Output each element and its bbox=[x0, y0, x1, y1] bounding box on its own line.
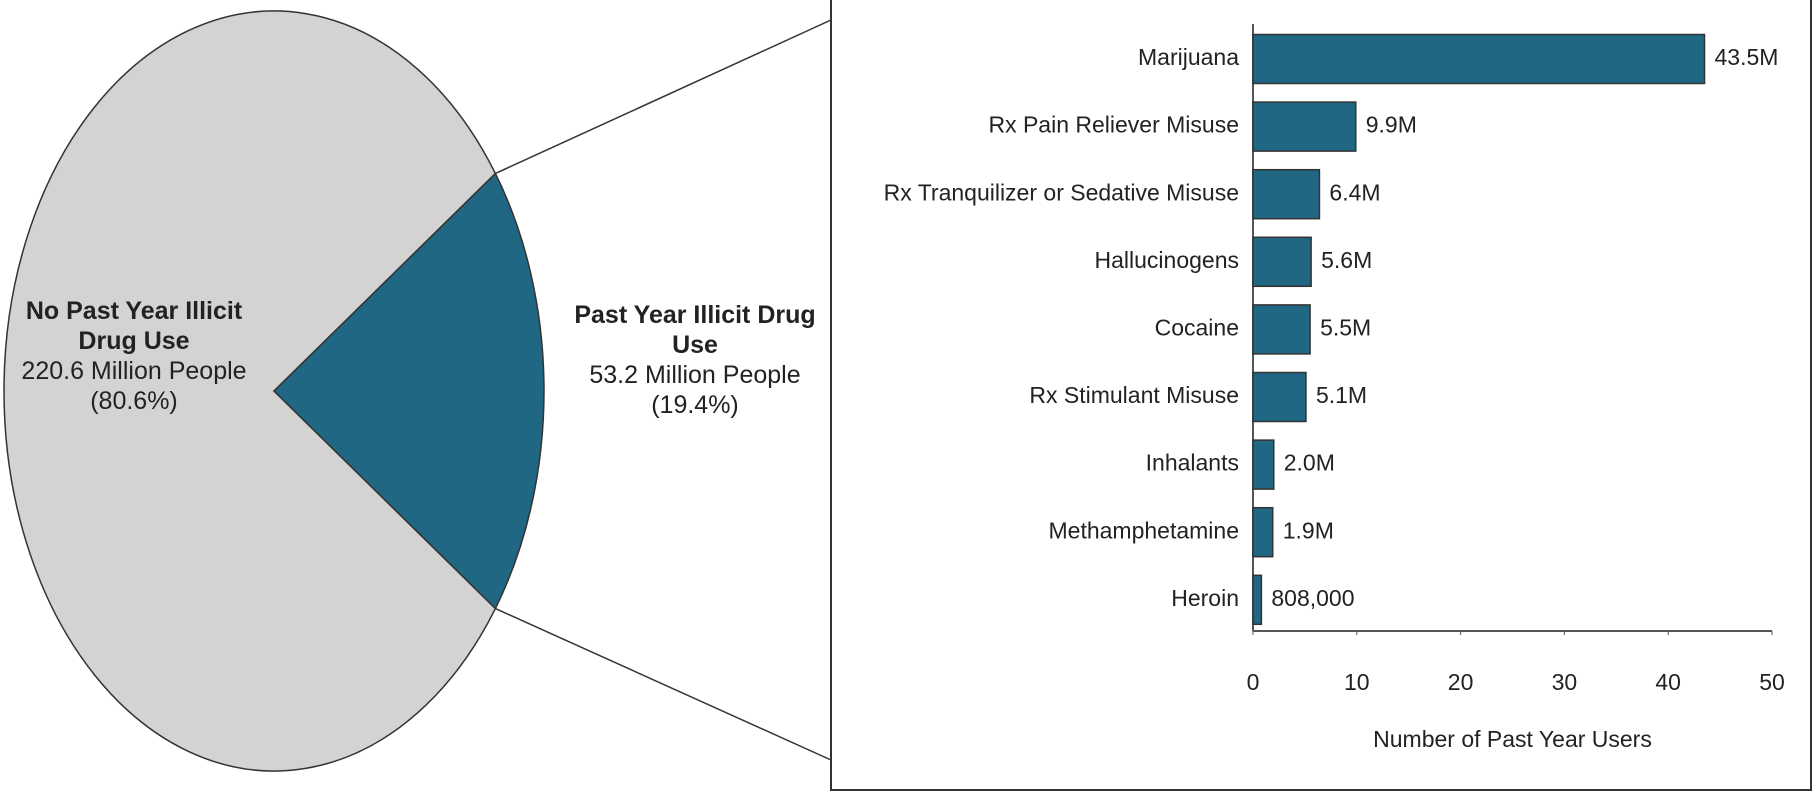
slice-percent: (19.4%) bbox=[651, 391, 739, 419]
y-tick-label: Hallucinogens bbox=[1095, 247, 1239, 273]
bar bbox=[1252, 101, 1357, 152]
zoom-box bbox=[830, 0, 1812, 791]
y-tick-label: Rx Tranquilizer or Sedative Misuse bbox=[884, 179, 1239, 205]
y-tick-label: Heroin bbox=[1171, 585, 1239, 611]
value-label: 9.9M bbox=[1366, 112, 1417, 138]
value-label: 808,000 bbox=[1271, 585, 1354, 611]
connector bbox=[495, 19, 832, 175]
slice-name: Past Year Illicit Drug Use bbox=[574, 301, 816, 359]
connector bbox=[495, 607, 832, 761]
slice-percent: (80.6%) bbox=[90, 387, 178, 415]
y-tick-label: Rx Stimulant Misuse bbox=[1029, 382, 1239, 408]
x-tick-label: 50 bbox=[1759, 669, 1785, 695]
x-tick-label: 40 bbox=[1655, 669, 1681, 695]
y-tick-label: Marijuana bbox=[1138, 44, 1239, 70]
bar bbox=[1252, 304, 1311, 355]
x-tick-label: 0 bbox=[1247, 669, 1260, 695]
slice-people: 220.6 Million People bbox=[21, 357, 247, 385]
bar bbox=[1252, 371, 1307, 423]
value-label: 6.4M bbox=[1329, 179, 1380, 205]
y-tick-label: Inhalants bbox=[1146, 450, 1239, 476]
x-tick-label: 20 bbox=[1448, 669, 1474, 695]
value-label: 5.6M bbox=[1321, 247, 1372, 273]
slice-name: No Past Year Illicit Drug Use bbox=[25, 297, 243, 355]
x-axis-title: Number of Past Year Users bbox=[1373, 726, 1652, 752]
value-label: 43.5M bbox=[1715, 44, 1779, 70]
x-tick-label: 10 bbox=[1344, 669, 1370, 695]
y-tick-label: Rx Pain Reliever Misuse bbox=[988, 112, 1239, 138]
y-tick-label: Methamphetamine bbox=[1049, 517, 1240, 543]
value-label: 5.5M bbox=[1320, 314, 1371, 340]
value-label: 2.0M bbox=[1284, 450, 1335, 476]
bar bbox=[1252, 33, 1706, 85]
x-tick-label: 30 bbox=[1552, 669, 1578, 695]
value-label: 5.1M bbox=[1316, 382, 1367, 408]
bar bbox=[1252, 506, 1274, 558]
pie-slice bbox=[3, 10, 497, 772]
y-tick-label: Cocaine bbox=[1155, 314, 1239, 340]
value-label: 1.9M bbox=[1283, 517, 1334, 543]
bar bbox=[1252, 168, 1321, 220]
pie-slice bbox=[272, 172, 545, 610]
bar bbox=[1252, 574, 1263, 626]
bar bbox=[1252, 439, 1275, 490]
slice-people: 53.2 Million People bbox=[589, 361, 801, 389]
pie-label: No Past Year Illicit Drug Use 220.6 Milli… bbox=[4, 296, 264, 416]
bar bbox=[1252, 236, 1312, 288]
pie-label: Past Year Illicit Drug Use 53.2 Million P… bbox=[565, 300, 825, 420]
